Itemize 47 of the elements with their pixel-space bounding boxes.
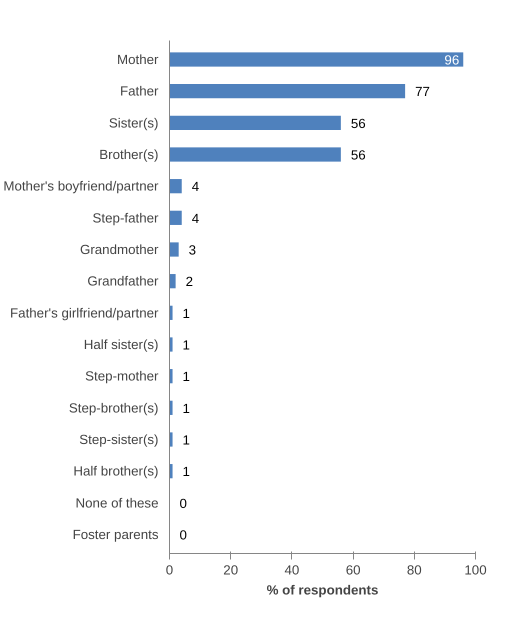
y-tick-label: Step-brother(s) <box>68 400 159 416</box>
data-label: 56 <box>350 148 366 162</box>
bar <box>170 242 179 257</box>
data-label: 77 <box>415 84 430 100</box>
y-tick-label: None of these <box>76 495 159 510</box>
y-tick-label: Step-father <box>92 210 160 226</box>
y-tick-label: Half sister(s) <box>84 337 159 352</box>
data-label: 1 <box>182 306 190 321</box>
data-label: 1 <box>182 464 190 480</box>
y-tick-label: Sister(s) <box>108 115 159 130</box>
data-label: 1 <box>182 432 190 448</box>
x-tick-label: 40 <box>284 562 300 578</box>
x-tick-label: 60 <box>346 562 361 578</box>
bar <box>170 179 182 194</box>
data-label: 56 <box>350 116 366 131</box>
data-label: 0 <box>180 496 187 511</box>
data-label: 3 <box>188 242 196 258</box>
x-axis-title: % of respondents <box>266 582 378 598</box>
x-tick-label: 20 <box>223 562 238 578</box>
bar <box>170 84 406 98</box>
y-tick-label: Step-sister(s) <box>79 432 159 447</box>
bar <box>170 116 341 130</box>
y-tick-label: Father <box>120 84 160 99</box>
data-label: 1 <box>182 400 190 416</box>
y-tick-label: Brother(s) <box>99 147 158 162</box>
x-tick-label: 0 <box>166 562 174 578</box>
data-label: 1 <box>182 369 190 384</box>
bar <box>170 210 182 225</box>
y-tick-label: Mother's boyfriend/partner <box>3 178 160 194</box>
data-label: 4 <box>192 179 200 194</box>
x-tick-label: 80 <box>406 562 422 578</box>
data-label: 96 <box>444 52 460 68</box>
bar <box>170 147 341 162</box>
y-tick-label: Half brother(s) <box>73 464 159 479</box>
x-tick-label: 100 <box>464 562 487 578</box>
bar <box>170 52 464 67</box>
data-label: 4 <box>192 210 200 226</box>
data-label: 2 <box>186 274 194 290</box>
bar <box>170 274 176 288</box>
y-tick-label: Step-mother <box>85 368 160 384</box>
y-tick-label: Foster parents <box>72 527 159 542</box>
y-tick-label: Mother <box>117 52 160 67</box>
y-tick-label: Grandfather <box>87 274 160 289</box>
data-label: 0 <box>180 528 187 542</box>
data-label: 1 <box>182 338 190 352</box>
y-tick-label: Father's girlfriend/partner <box>10 305 160 320</box>
y-tick-label: Grandmother <box>80 242 160 257</box>
